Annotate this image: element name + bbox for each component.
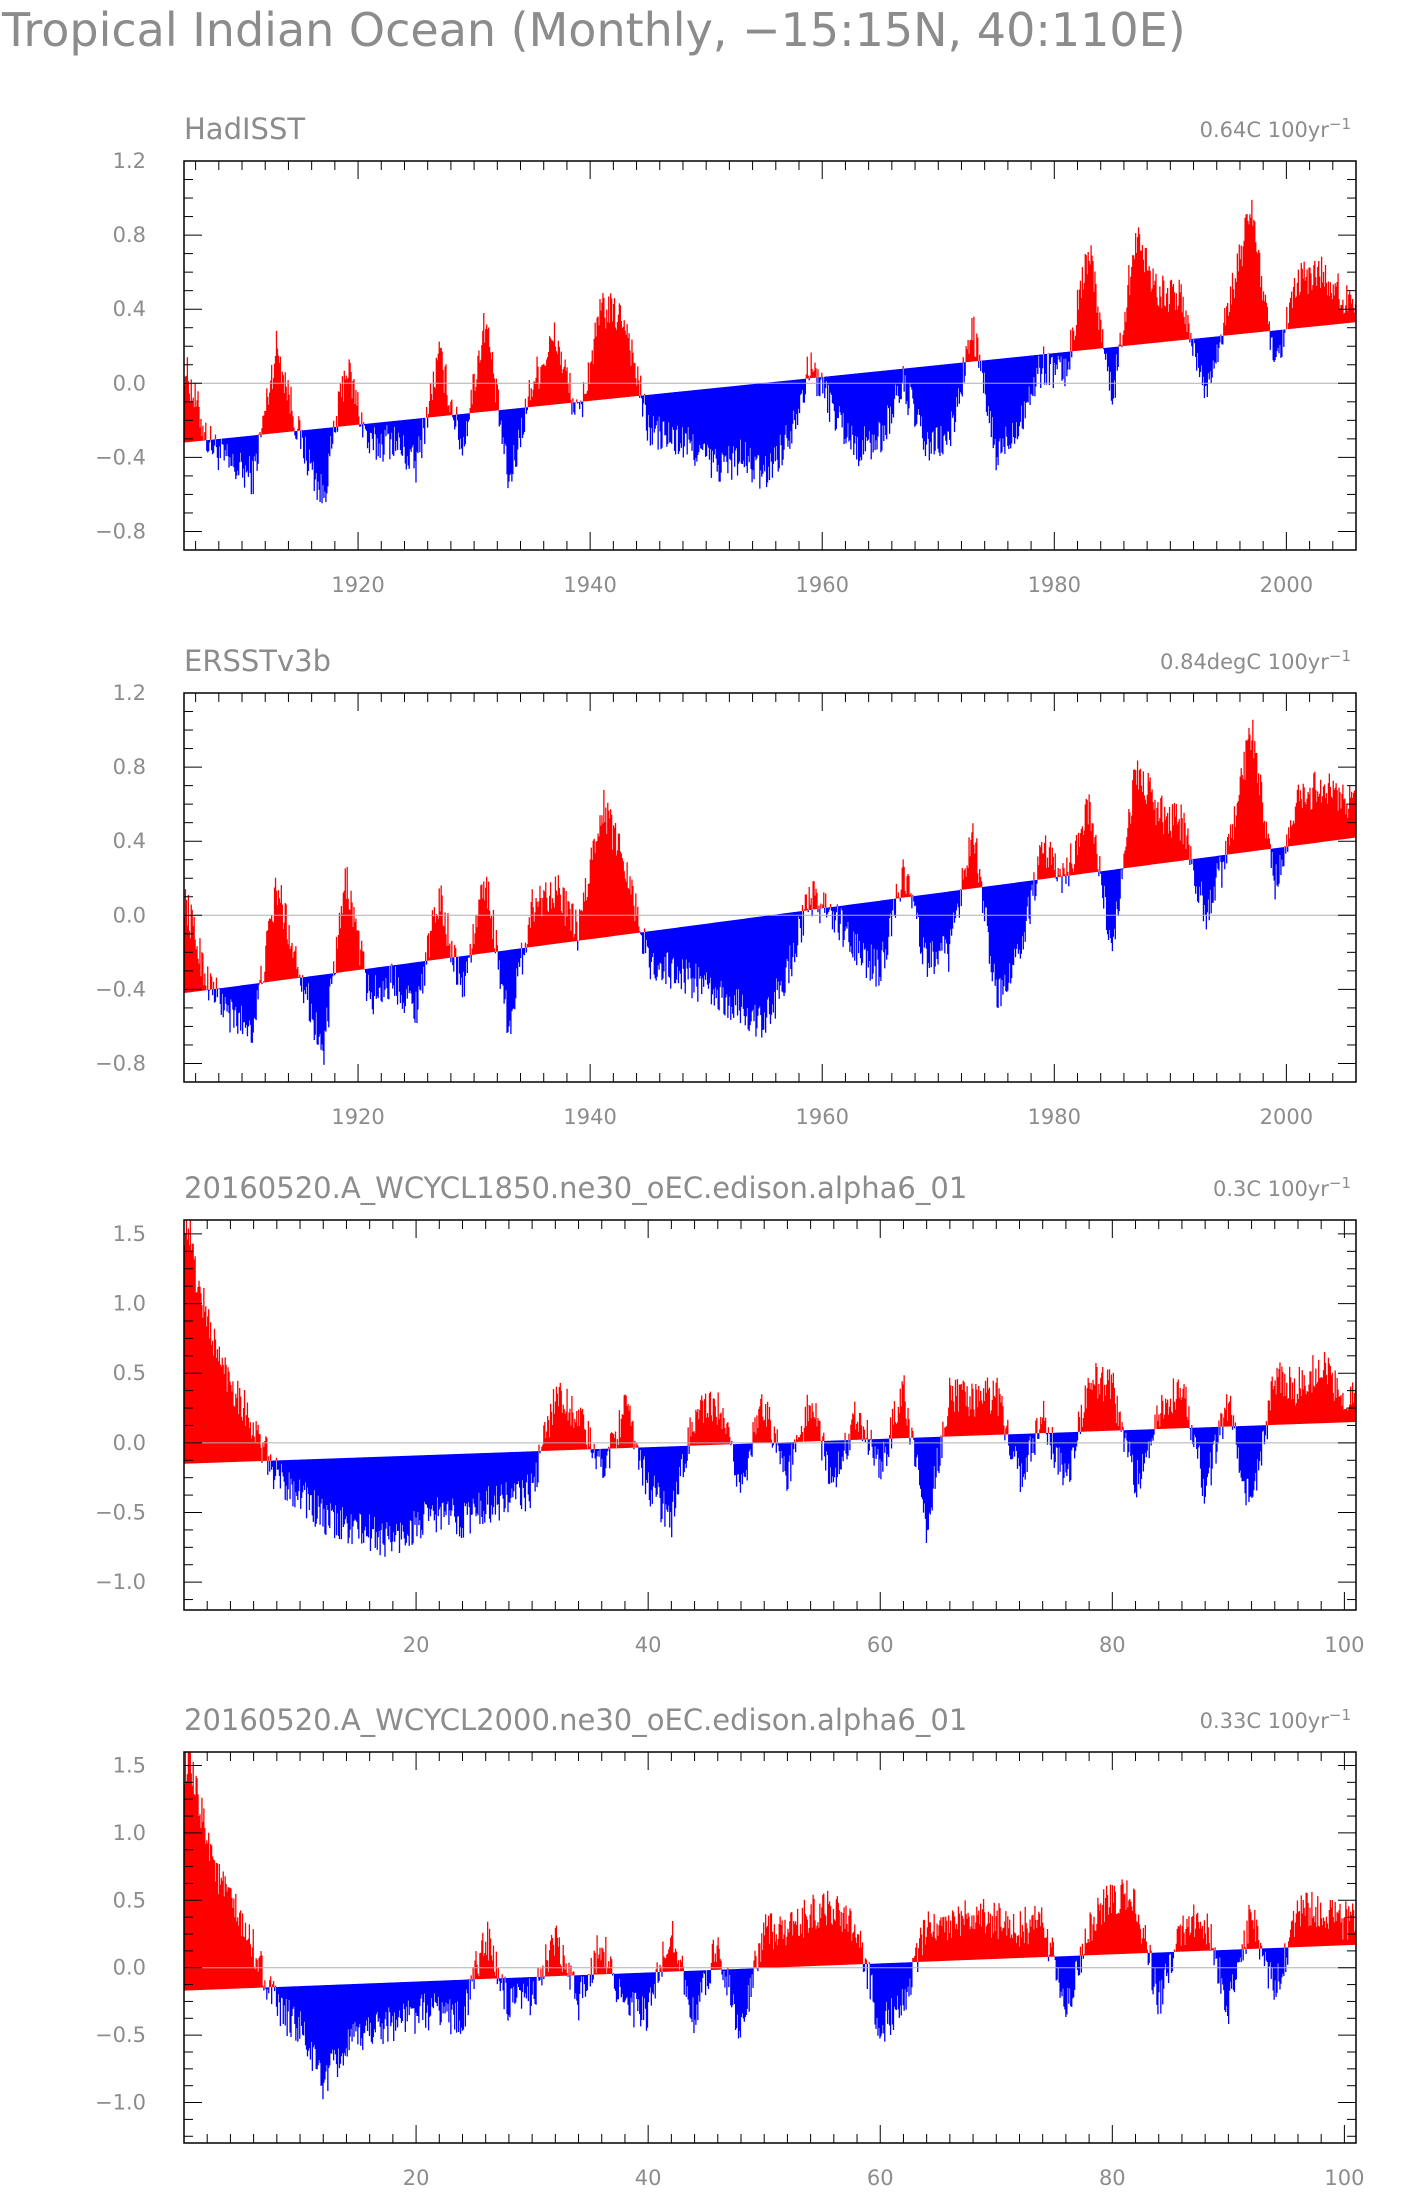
y-tick-label: 1.0 xyxy=(113,1821,146,1845)
y-tick-label: 1.5 xyxy=(113,1753,146,1777)
chart-panel-1: HadISST 0.64C 100yr−1 1920 1940 1960 1980 2000… xyxy=(95,112,1357,597)
x-tick-label: 100 xyxy=(1324,2166,1364,2190)
data-marks xyxy=(184,1752,1356,2100)
y-tick-label: 0.4 xyxy=(113,829,146,853)
plot-frame xyxy=(183,1751,1357,2144)
y-tick-label: 1.5 xyxy=(113,1222,146,1246)
x-tick-label: 2000 xyxy=(1260,1105,1313,1129)
y-tick-label: 0.0 xyxy=(113,1431,146,1455)
y-tick-label: 0.5 xyxy=(113,1888,146,1912)
chart-panel-3: 20160520.A_WCYCL1850.ne30_oEC.edison.alp… xyxy=(95,1171,1364,1657)
y-tick-label: 0.0 xyxy=(113,1956,146,1980)
trend-label: 0.3C 100yr−1 xyxy=(1213,1174,1351,1201)
x-tick-label: 1980 xyxy=(1028,1105,1081,1129)
negative-anomaly-bars xyxy=(203,329,1286,504)
positive-anomaly-bars xyxy=(184,1752,1356,1991)
panel-title: 20160520.A_WCYCL2000.ne30_oEC.edison.alp… xyxy=(184,1703,967,1737)
trend-label: 0.64C 100yr−1 xyxy=(1200,115,1351,142)
x-tick-label: 80 xyxy=(1099,2166,1126,2190)
plot-frame xyxy=(183,160,1357,551)
figure-title: Tropical Indian Ocean (Monthly, −15:15N,… xyxy=(1,3,1186,57)
trend-label: 0.84degC 100yr−1 xyxy=(1160,647,1351,674)
y-tick-label: −0.4 xyxy=(95,445,146,469)
x-tick-label: 1940 xyxy=(563,1105,616,1129)
data-marks xyxy=(184,199,1356,504)
x-tick-label: 1920 xyxy=(331,1105,384,1129)
y-tick-label: 1.0 xyxy=(113,1292,146,1316)
negative-anomaly-bars xyxy=(261,1425,1269,1557)
x-tick-label: 20 xyxy=(403,1633,430,1657)
x-tick-label: 20 xyxy=(403,2166,430,2190)
y-tick-label: −0.4 xyxy=(95,977,146,1001)
x-tick-label: 40 xyxy=(635,2166,662,2190)
x-tick-label: 60 xyxy=(867,1633,894,1657)
y-tick-label: 0.8 xyxy=(113,755,146,779)
y-tick-label: −1.0 xyxy=(95,1570,146,1594)
x-tick-label: 1920 xyxy=(331,573,384,597)
x-tick-label: 2000 xyxy=(1260,573,1313,597)
x-tick-label: 60 xyxy=(867,2166,894,2190)
y-tick-label: 1.2 xyxy=(113,681,146,705)
data-marks xyxy=(184,719,1356,1065)
negative-anomaly-bars xyxy=(206,846,1289,1065)
x-tick-label: 1940 xyxy=(563,573,616,597)
data-marks xyxy=(184,1220,1356,1557)
negative-anomaly-bars xyxy=(263,1947,1289,2100)
x-tick-label: 80 xyxy=(1099,1633,1126,1657)
chart-panel-4: 20160520.A_WCYCL2000.ne30_oEC.edison.alp… xyxy=(95,1703,1364,2190)
x-tick-label: 1960 xyxy=(795,573,848,597)
y-tick-label: 0.0 xyxy=(113,371,146,395)
panel-title: HadISST xyxy=(184,112,305,146)
panels: HadISST 0.64C 100yr−1 1920 1940 1960 1980 2000… xyxy=(95,112,1364,2190)
y-tick-label: −0.5 xyxy=(95,1501,146,1525)
y-tick-label: −0.5 xyxy=(95,2023,146,2047)
y-tick-label: 1.2 xyxy=(113,149,146,173)
panel-title: ERSSTv3b xyxy=(184,644,331,678)
x-tick-label: 1960 xyxy=(795,1105,848,1129)
chart-panel-2: ERSSTv3b 0.84degC 100yr−1 1920 1940 1960 1980… xyxy=(95,644,1357,1129)
trend-label: 0.33C 100yr−1 xyxy=(1200,1706,1351,1733)
y-tick-label: 0.0 xyxy=(113,903,146,927)
x-tick-label: 100 xyxy=(1324,1633,1364,1657)
plot-frame xyxy=(183,1219,1357,1611)
positive-anomaly-bars xyxy=(184,1220,1356,1464)
y-tick-label: 0.5 xyxy=(113,1361,146,1385)
panel-title: 20160520.A_WCYCL1850.ne30_oEC.edison.alp… xyxy=(184,1171,967,1205)
y-tick-label: 0.4 xyxy=(113,297,146,321)
plot-frame xyxy=(183,692,1357,1083)
x-tick-label: 40 xyxy=(635,1633,662,1657)
y-tick-label: 0.8 xyxy=(113,223,146,247)
x-tick-label: 1980 xyxy=(1028,573,1081,597)
y-tick-label: −0.8 xyxy=(95,1051,146,1075)
y-tick-label: −0.8 xyxy=(95,519,146,543)
y-tick-label: −1.0 xyxy=(95,2091,146,2115)
